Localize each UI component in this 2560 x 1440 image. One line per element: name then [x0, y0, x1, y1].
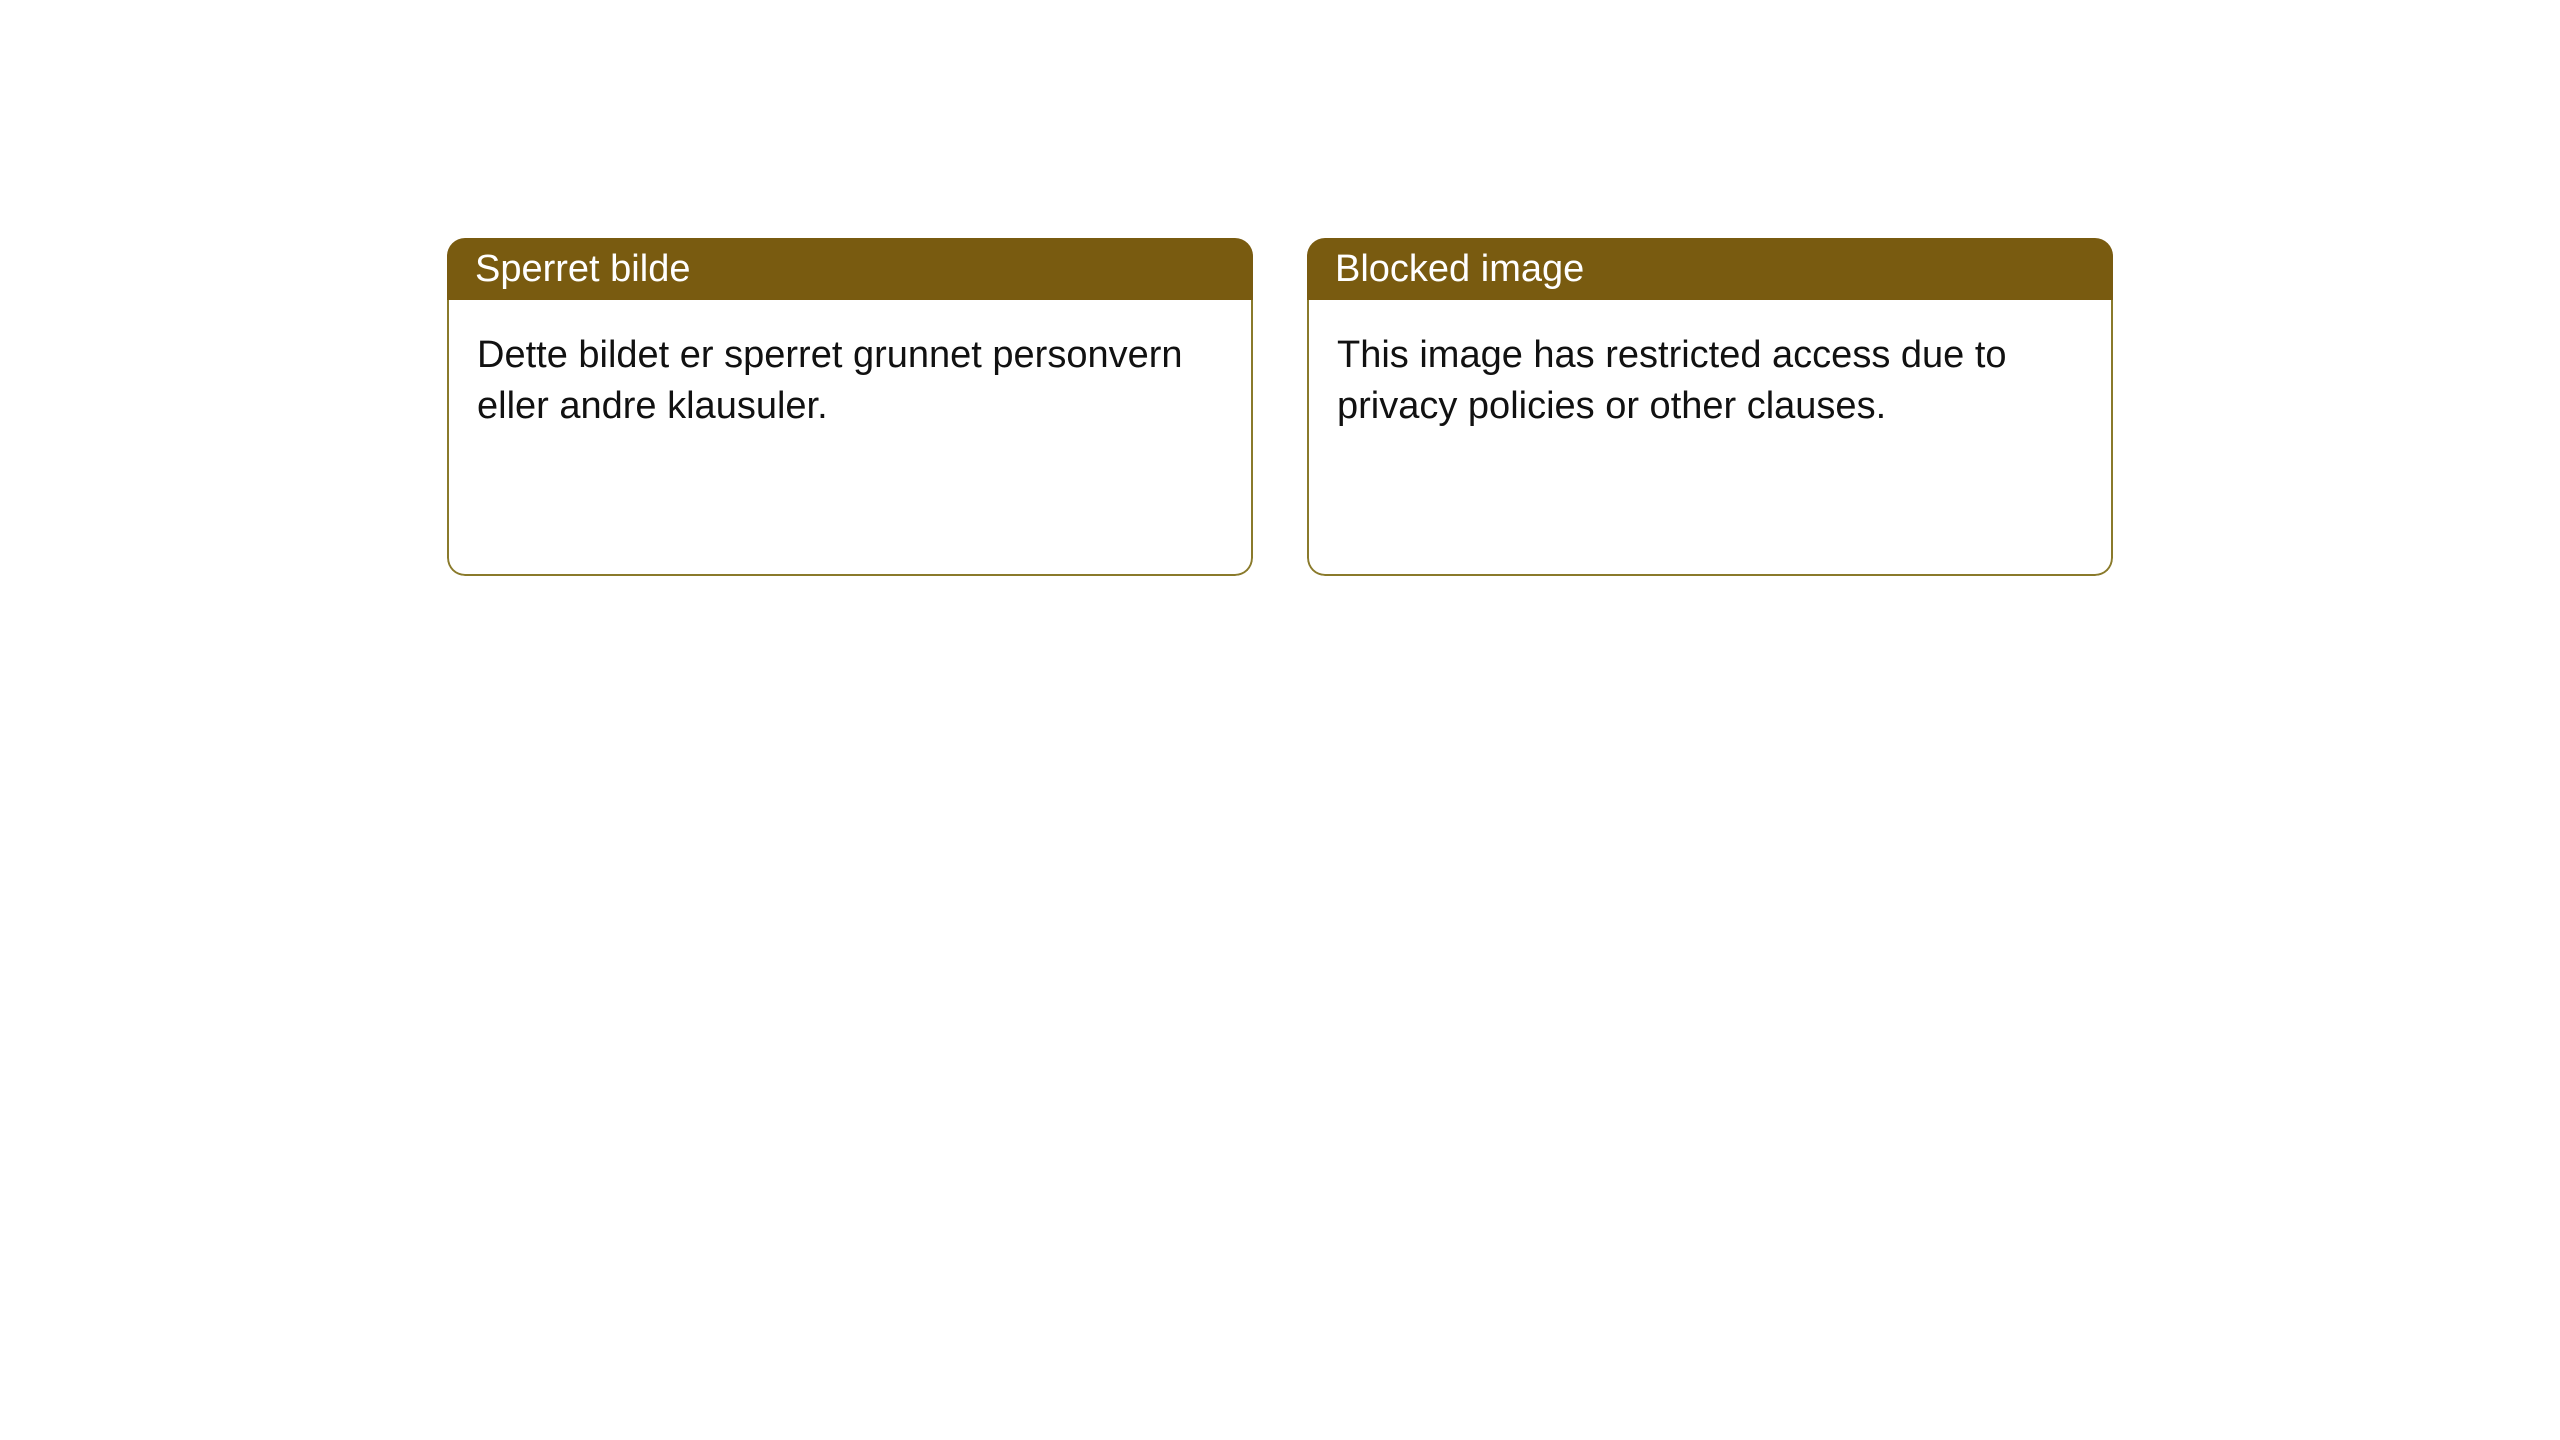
notice-card-header-no: Sperret bilde: [447, 238, 1253, 300]
page-root: Sperret bilde Dette bildet er sperret gr…: [0, 0, 2560, 1440]
notice-card-body-text-no: Dette bildet er sperret grunnet personve…: [477, 334, 1183, 427]
notice-cards-row: Sperret bilde Dette bildet er sperret gr…: [447, 238, 2113, 576]
notice-card-title-no: Sperret bilde: [475, 248, 690, 291]
notice-card-title-en: Blocked image: [1335, 248, 1584, 291]
notice-card-en: Blocked image This image has restricted …: [1307, 238, 2113, 576]
notice-card-body-text-en: This image has restricted access due to …: [1337, 334, 2007, 427]
notice-card-body-en: This image has restricted access due to …: [1307, 300, 2113, 576]
notice-card-body-no: Dette bildet er sperret grunnet personve…: [447, 300, 1253, 576]
notice-card-header-en: Blocked image: [1307, 238, 2113, 300]
notice-card-no: Sperret bilde Dette bildet er sperret gr…: [447, 238, 1253, 576]
